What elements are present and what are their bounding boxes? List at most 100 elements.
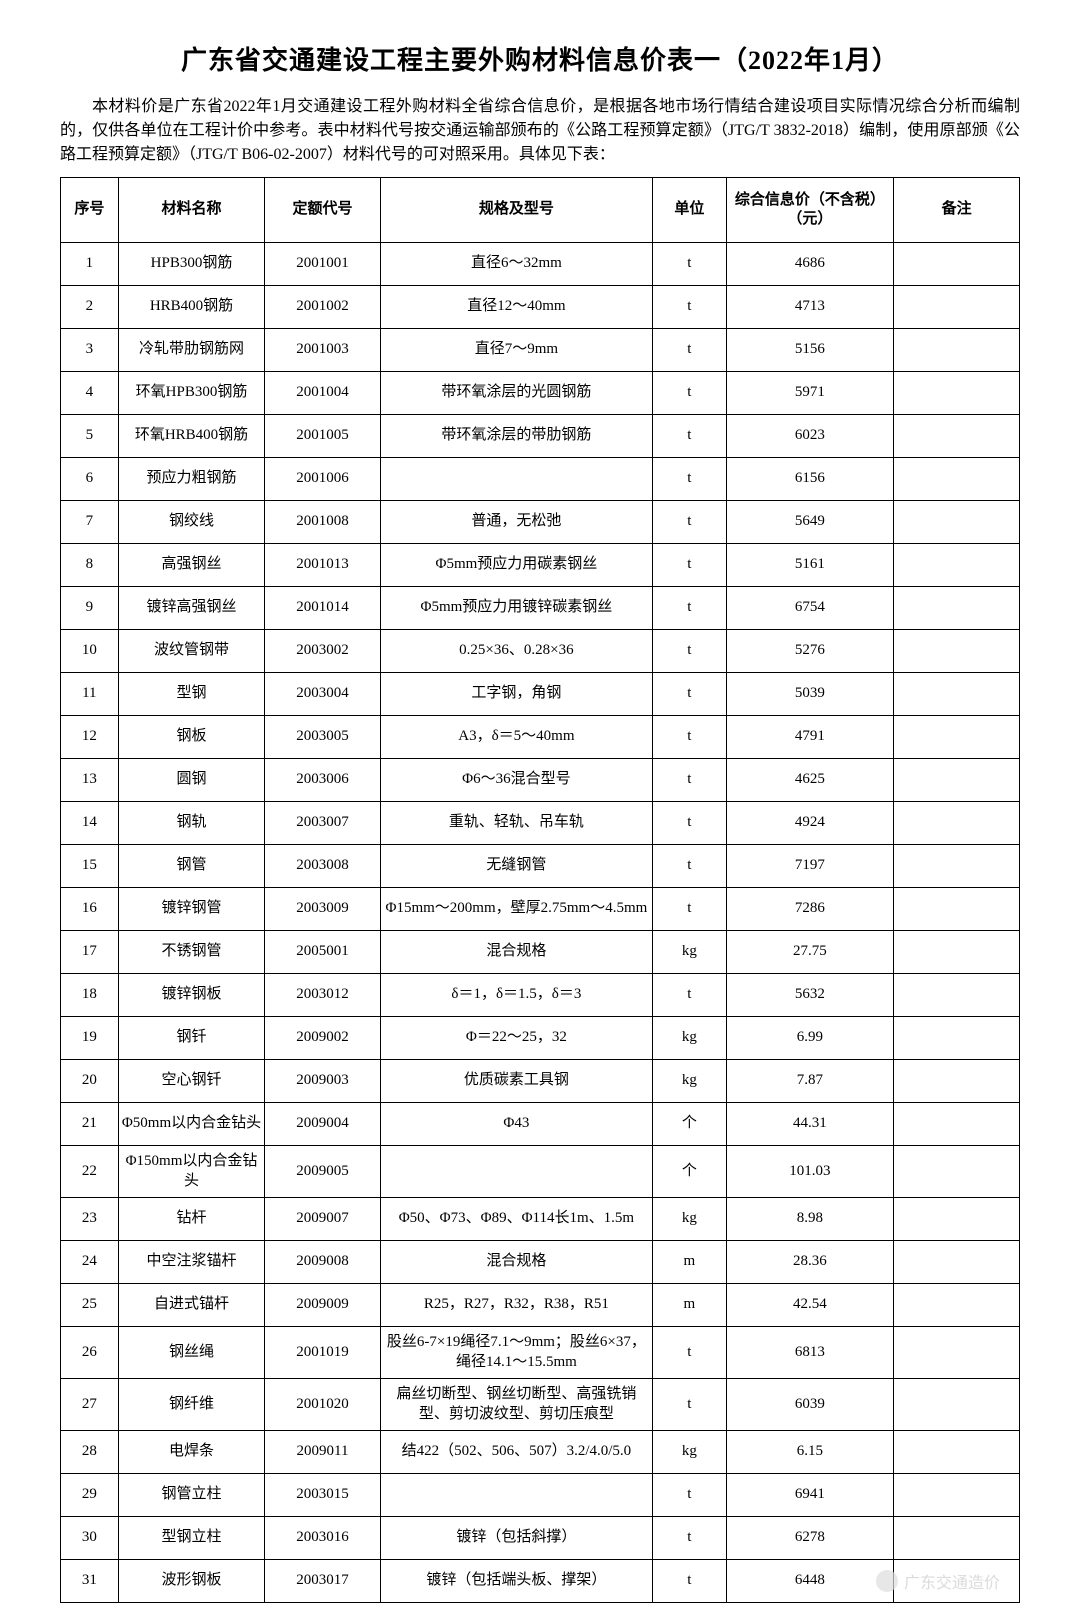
cell-spec: 镀锌（包括端头板、撑架） — [380, 1560, 653, 1603]
cell-name: 型钢 — [118, 673, 265, 716]
cell-seq: 23 — [61, 1198, 119, 1241]
watermark-text: 广东交通造价 — [904, 1569, 1000, 1593]
table-row: 5环氧HRB400钢筋2001005带环氧涂层的带肋钢筋t6023 — [61, 415, 1020, 458]
cell-name: 预应力粗钢筋 — [118, 458, 265, 501]
cell-spec: Φ50、Φ73、Φ89、Φ114长1m、1.5m — [380, 1198, 653, 1241]
cell-seq: 21 — [61, 1103, 119, 1146]
cell-unit: t — [653, 888, 726, 931]
cell-seq: 16 — [61, 888, 119, 931]
cell-unit: t — [653, 845, 726, 888]
table-row: 20空心钢钎2009003优质碳素工具钢kg7.87 — [61, 1060, 1020, 1103]
table-row: 24中空注浆锚杆2009008混合规格m28.36 — [61, 1241, 1020, 1284]
cell-spec: 扁丝切断型、钢丝切断型、高强铣销型、剪切波纹型、剪切压痕型 — [380, 1379, 653, 1431]
cell-name: 波纹管钢带 — [118, 630, 265, 673]
cell-seq: 19 — [61, 1017, 119, 1060]
header-name: 材料名称 — [118, 178, 265, 243]
cell-name: 镀锌钢管 — [118, 888, 265, 931]
cell-seq: 2 — [61, 286, 119, 329]
cell-spec: Φ43 — [380, 1103, 653, 1146]
cell-code: 2009007 — [265, 1198, 380, 1241]
cell-code: 2009002 — [265, 1017, 380, 1060]
cell-code: 2001014 — [265, 587, 380, 630]
cell-price: 42.54 — [726, 1284, 894, 1327]
table-row: 29钢管立柱2003015t6941 — [61, 1474, 1020, 1517]
cell-name: 钢纤维 — [118, 1379, 265, 1431]
table-row: 15钢管2003008无缝钢管t7197 — [61, 845, 1020, 888]
cell-unit: t — [653, 415, 726, 458]
cell-price: 4791 — [726, 716, 894, 759]
cell-code: 2009009 — [265, 1284, 380, 1327]
cell-code: 2001004 — [265, 372, 380, 415]
table-row: 3冷轧带肋钢筋网2001003直径7～9mmt5156 — [61, 329, 1020, 372]
watermark: 广东交通造价 — [876, 1569, 1000, 1593]
cell-price: 5971 — [726, 372, 894, 415]
document-page: 广东省交通建设工程主要外购材料信息价表一（2022年1月） 本材料价是广东省20… — [0, 0, 1080, 1623]
cell-unit: t — [653, 716, 726, 759]
cell-seq: 9 — [61, 587, 119, 630]
cell-price: 28.36 — [726, 1241, 894, 1284]
cell-remark — [894, 974, 1020, 1017]
header-seq: 序号 — [61, 178, 119, 243]
cell-spec — [380, 458, 653, 501]
cell-unit: t — [653, 1560, 726, 1603]
cell-unit: t — [653, 243, 726, 286]
cell-name: 环氧HRB400钢筋 — [118, 415, 265, 458]
cell-spec: Φ15mm～200mm，壁厚2.75mm～4.5mm — [380, 888, 653, 931]
table-body: 1HPB300钢筋2001001直径6～32mmt46862HRB400钢筋20… — [61, 243, 1020, 1603]
cell-spec: 重轨、轻轨、吊车轨 — [380, 802, 653, 845]
cell-code: 2003012 — [265, 974, 380, 1017]
table-row: 17不锈钢管2005001混合规格kg27.75 — [61, 931, 1020, 974]
cell-remark — [894, 1103, 1020, 1146]
cell-name: Φ50mm以内合金钻头 — [118, 1103, 265, 1146]
cell-seq: 5 — [61, 415, 119, 458]
cell-name: 钻杆 — [118, 1198, 265, 1241]
cell-spec: 直径6～32mm — [380, 243, 653, 286]
cell-spec: Φ5mm预应力用碳素钢丝 — [380, 544, 653, 587]
table-row: 8高强钢丝2001013Φ5mm预应力用碳素钢丝t5161 — [61, 544, 1020, 587]
cell-spec: 优质碳素工具钢 — [380, 1060, 653, 1103]
table-row: 19钢钎2009002Φ＝22～25，32kg6.99 — [61, 1017, 1020, 1060]
cell-price: 6448 — [726, 1560, 894, 1603]
cell-seq: 28 — [61, 1431, 119, 1474]
cell-name: 圆钢 — [118, 759, 265, 802]
cell-name: 钢管 — [118, 845, 265, 888]
table-row: 16镀锌钢管2003009Φ15mm～200mm，壁厚2.75mm～4.5mmt… — [61, 888, 1020, 931]
table-row: 26钢丝绳2001019股丝6-7×19绳径7.1～9mm；股丝6×37，绳径1… — [61, 1327, 1020, 1379]
cell-unit: kg — [653, 1198, 726, 1241]
cell-name: 钢管立柱 — [118, 1474, 265, 1517]
table-row: 13圆钢2003006Φ6～36混合型号t4625 — [61, 759, 1020, 802]
cell-code: 2003008 — [265, 845, 380, 888]
cell-name: 自进式锚杆 — [118, 1284, 265, 1327]
table-row: 1HPB300钢筋2001001直径6～32mmt4686 — [61, 243, 1020, 286]
cell-remark — [894, 1241, 1020, 1284]
cell-price: 6.99 — [726, 1017, 894, 1060]
cell-code: 2003017 — [265, 1560, 380, 1603]
cell-name: 钢钎 — [118, 1017, 265, 1060]
cell-price: 4686 — [726, 243, 894, 286]
cell-code: 2001019 — [265, 1327, 380, 1379]
cell-price: 8.98 — [726, 1198, 894, 1241]
cell-unit: t — [653, 759, 726, 802]
cell-price: 4713 — [726, 286, 894, 329]
cell-remark — [894, 888, 1020, 931]
cell-unit: m — [653, 1241, 726, 1284]
cell-remark — [894, 1198, 1020, 1241]
cell-spec — [380, 1474, 653, 1517]
cell-seq: 26 — [61, 1327, 119, 1379]
cell-remark — [894, 1379, 1020, 1431]
cell-seq: 14 — [61, 802, 119, 845]
cell-name: 型钢立柱 — [118, 1517, 265, 1560]
cell-remark — [894, 630, 1020, 673]
cell-code: 2003009 — [265, 888, 380, 931]
cell-unit: kg — [653, 1431, 726, 1474]
cell-name: 冷轧带肋钢筋网 — [118, 329, 265, 372]
cell-name: 电焊条 — [118, 1431, 265, 1474]
cell-remark — [894, 243, 1020, 286]
cell-remark — [894, 587, 1020, 630]
table-row: 14钢轨2003007重轨、轻轨、吊车轨t4924 — [61, 802, 1020, 845]
table-header-row: 序号 材料名称 定额代号 规格及型号 单位 综合信息价（不含税）（元） 备注 — [61, 178, 1020, 243]
cell-code: 2001006 — [265, 458, 380, 501]
cell-unit: t — [653, 587, 726, 630]
cell-spec: δ＝1，δ＝1.5，δ＝3 — [380, 974, 653, 1017]
cell-seq: 8 — [61, 544, 119, 587]
